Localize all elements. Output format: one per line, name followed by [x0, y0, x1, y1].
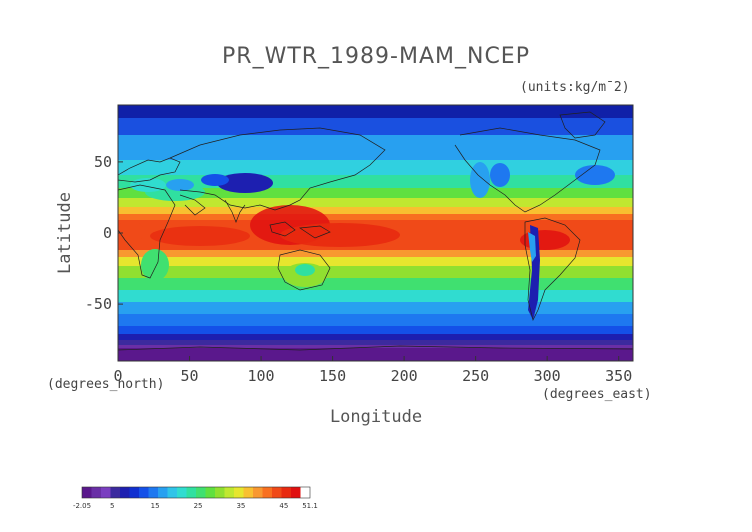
x-tick-label: 50	[180, 367, 198, 385]
colorbar-tick-label: -2.05	[73, 502, 91, 510]
colorbar-swatch	[158, 487, 168, 498]
colorbar-tick-label: 25	[194, 502, 203, 510]
y-tick-label: 50	[94, 153, 112, 171]
chart-title: PR_WTR_1989-MAM_NCEP	[222, 44, 530, 69]
colorbar-swatch	[300, 487, 311, 498]
colorbar-swatch	[139, 487, 149, 498]
x-unit-label: (degrees_east)	[542, 387, 652, 402]
x-tick-label: 150	[319, 367, 346, 385]
coastlines	[118, 111, 633, 351]
precipitable-water-field	[118, 105, 633, 361]
colorbar-swatch	[110, 487, 121, 498]
colorbar-frame	[81, 486, 311, 499]
colorbar-swatch	[224, 487, 235, 498]
x-tick-label: 100	[248, 367, 275, 385]
colorbar-swatch	[253, 487, 263, 498]
y-axis: -50 0 50	[85, 153, 123, 313]
x-tick-label: 0	[113, 367, 122, 385]
colorbar-tick-label: 15	[151, 502, 160, 510]
colorbar-swatch	[205, 487, 216, 498]
colorbar-tick-label: 51.1	[302, 502, 318, 510]
colorbar-swatch	[272, 487, 282, 498]
y-tick-label: 0	[103, 224, 112, 242]
colorbar-ticks: -2.05 5 15 25 35 45 51.1	[73, 502, 318, 510]
colorbar-swatch	[281, 487, 292, 498]
x-tick-label: 350	[605, 367, 632, 385]
x-tick-label: 300	[534, 367, 561, 385]
colorbar-swatch	[186, 487, 197, 498]
colorbar-swatch	[234, 487, 244, 498]
colorbar-swatch	[148, 487, 159, 498]
colorbar-swatch	[167, 487, 178, 498]
x-axis: 0 50 100 150 200 250 300 350	[113, 356, 632, 385]
colorbar-swatch	[82, 487, 92, 498]
colorbar-tick-label: 5	[110, 502, 114, 510]
colorbar-swatch	[262, 487, 273, 498]
colorbar-swatch	[91, 487, 102, 498]
colorbar	[81, 486, 311, 499]
colorbar-swatch	[243, 487, 254, 498]
colorbar-tick-label: 35	[236, 502, 245, 510]
y-tick-label: -50	[85, 295, 112, 313]
colorbar-swatch	[196, 487, 206, 498]
units-label: (units:kg/m¯2)	[520, 80, 630, 95]
colorbar-swatch	[291, 487, 301, 498]
colorbar-swatch	[215, 487, 225, 498]
x-axis-title: Longitude	[330, 407, 422, 427]
colorbar-swatch	[177, 487, 187, 498]
colorbar-swatch	[120, 487, 130, 498]
colorbar-tick-label: 45	[279, 502, 288, 510]
colorbar-swatch	[101, 487, 111, 498]
y-unit-label: (degrees_north)	[47, 377, 164, 392]
x-tick-label: 200	[391, 367, 418, 385]
x-tick-label: 250	[462, 367, 489, 385]
y-axis-title: Latitude	[55, 192, 75, 274]
colorbar-swatch	[129, 487, 140, 498]
